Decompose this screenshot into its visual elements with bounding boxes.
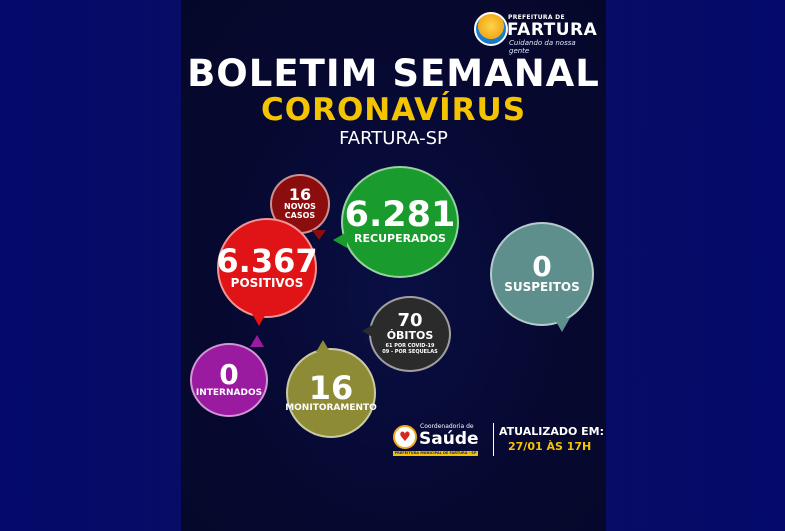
saude-logo: ♥ Coordenadoria de Saúde PREFEITURA MUNI… xyxy=(393,421,479,457)
logo-name: FARTURA xyxy=(507,20,598,40)
updated-date: 27/01 ÀS 17H xyxy=(508,440,592,453)
bubble-tail xyxy=(250,335,264,347)
suspeitos-label: SUSPEITOS xyxy=(504,280,580,295)
monitoramento-value: 16 xyxy=(308,369,354,408)
bubble-tail xyxy=(362,324,374,338)
monitoramento-label: MONITORAMENTO xyxy=(285,403,377,414)
page-title: BOLETIM SEMANAL xyxy=(187,52,600,95)
recuperados-label: RECUPERADOS xyxy=(354,232,446,246)
bulletin-poster: PREFEITURA DE FARTURA Cuidando da nossa … xyxy=(181,0,606,531)
city-label: FARTURA-SP xyxy=(339,128,448,149)
novos-casos-value: 16 xyxy=(288,185,312,205)
sun-logo-icon xyxy=(474,12,508,46)
suspeitos-value: 0 xyxy=(532,250,552,284)
positivos-bubble: 6.367 POSITIVOS xyxy=(216,218,318,326)
recuperados-bubble: 6.281 RECUPERADOS xyxy=(333,166,459,278)
logo-tagline: Cuidando da nossa gente xyxy=(509,39,576,55)
recuperados-value: 6.281 xyxy=(344,195,456,236)
updated-label: ATUALIZADO EM: xyxy=(499,425,605,438)
heart-icon: ♥ xyxy=(393,425,417,449)
bubble-tail xyxy=(554,318,570,332)
prefeitura-strip: PREFEITURA MUNICIPAL DE FARTURA - SP xyxy=(393,451,478,456)
obitos-value: 70 xyxy=(397,310,423,332)
footer-divider xyxy=(493,423,494,456)
page-subtitle: CORONAVÍRUS xyxy=(260,92,527,128)
prefeitura-logo: PREFEITURA DE FARTURA Cuidando da nossa … xyxy=(474,10,597,55)
suspeitos-bubble: 0 SUSPEITOS xyxy=(490,222,594,332)
bubble-tail xyxy=(251,312,267,326)
obitos-detail-covid: 61 POR COVID-19 xyxy=(385,342,435,349)
obitos-detail-sequelas: 09 - POR SEQUELAS xyxy=(382,349,438,356)
obitos-bubble: 70 ÓBITOS 61 POR COVID-19 09 - POR SEQUE… xyxy=(362,296,451,372)
obitos-label: ÓBITOS xyxy=(386,329,434,343)
bubble-tail xyxy=(312,230,326,240)
left-background-panel xyxy=(0,0,181,531)
novos-casos-label: NOVOS CASOS xyxy=(284,202,316,220)
monitoramento-bubble: 16 MONITORAMENTO xyxy=(285,340,377,438)
internados-label: INTERNADOS xyxy=(195,388,263,399)
coordenadoria-text: Coordenadoria de xyxy=(420,423,474,430)
bubble-tail xyxy=(333,232,347,248)
right-background-panel xyxy=(606,0,785,531)
logo-small-text: PREFEITURA DE xyxy=(508,14,565,21)
novos-casos-bubble: 16 NOVOS CASOS xyxy=(270,174,330,240)
positivos-value: 6.367 xyxy=(216,242,318,281)
internados-value: 0 xyxy=(219,358,239,392)
saude-text: Saúde xyxy=(419,429,479,449)
bubble-tail xyxy=(316,340,330,352)
positivos-label: POSITIVOS xyxy=(230,276,304,291)
internados-bubble: 0 INTERNADOS xyxy=(190,335,268,417)
